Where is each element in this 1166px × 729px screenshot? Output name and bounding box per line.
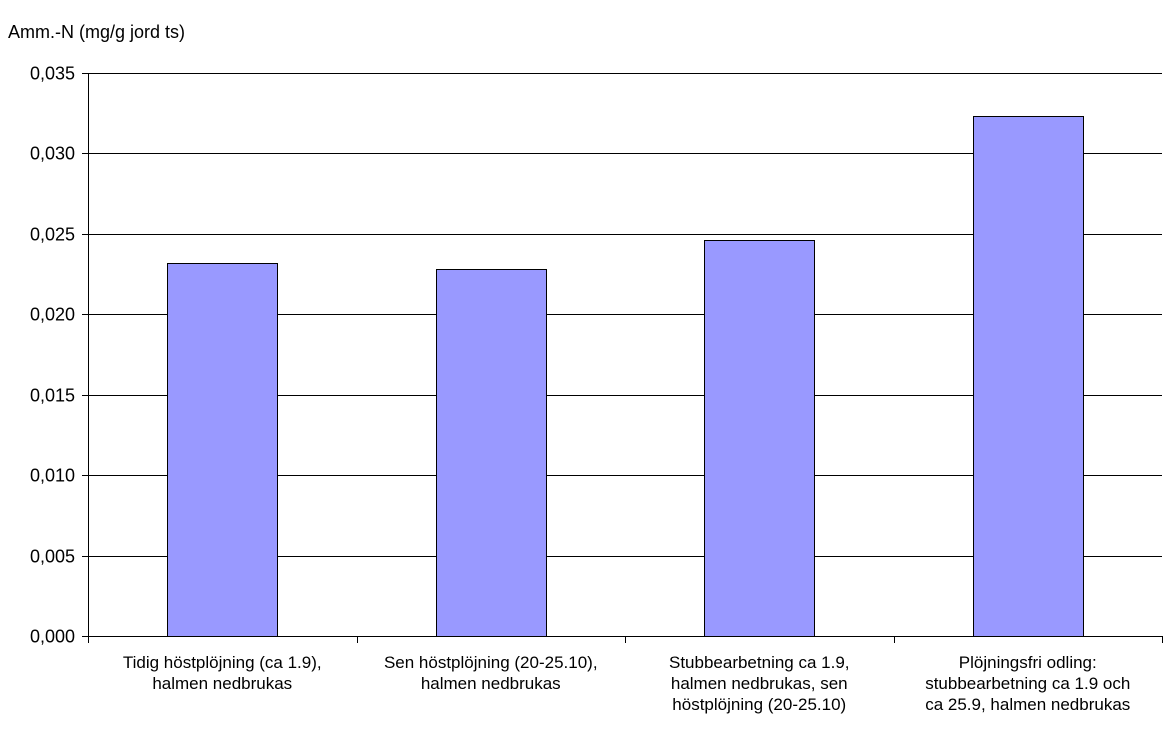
y-tick-label: 0,035	[30, 64, 75, 84]
bar	[973, 116, 1084, 637]
bar	[436, 269, 547, 637]
x-tick-label: Tidig höstplöjning (ca 1.9), halmen nedbr…	[123, 653, 322, 693]
y-tick-label: 0,015	[30, 386, 75, 406]
y-tick-label: 0,030	[30, 144, 75, 164]
x-tick-label-line: Stubbearbetning ca 1.9,	[669, 653, 850, 672]
y-axis-title: Amm.-N (mg/g jord ts)	[8, 22, 185, 42]
y-tick-label: 0,005	[30, 547, 75, 567]
y-tick-labels: 0,000 0,005 0,010 0,015 0,020 0,025 0,030 0,035	[30, 64, 75, 647]
axes	[82, 73, 1163, 643]
x-tick-labels: Tidig höstplöjning (ca 1.9), halmen nedbr…	[123, 653, 1130, 714]
x-tick-label-line: Plöjningsfri odling:	[959, 653, 1097, 672]
bar	[167, 263, 278, 637]
y-tick-label: 0,020	[30, 305, 75, 325]
x-tick-label: Sen höstplöjning (20-25.10), halmen nedbr…	[384, 653, 598, 693]
x-tick-label-line: halmen nedbrukas, sen	[671, 674, 848, 693]
x-tick-label-line: Sen höstplöjning (20-25.10),	[384, 653, 598, 672]
x-tick-label-line: höstplöjning (20-25.10)	[672, 695, 846, 714]
x-tick-label-line: halmen nedbrukas	[152, 674, 292, 693]
x-tick-label-line: ca 25.9, halmen nedbrukas	[925, 695, 1130, 714]
x-tick-label: Plöjningsfri odling: stubbearbetning ca 1…	[925, 653, 1130, 714]
y-tick-label: 0,010	[30, 466, 75, 486]
x-tick-label-line: Tidig höstplöjning (ca 1.9),	[123, 653, 322, 672]
x-tick-label: Stubbearbetning ca 1.9, halmen nedbrukas,…	[669, 653, 850, 714]
x-tick-label-line: stubbearbetning ca 1.9 och	[925, 674, 1130, 693]
x-tick-label-line: halmen nedbrukas	[421, 674, 561, 693]
y-tick-label: 0,000	[30, 627, 75, 647]
y-tick-label: 0,025	[30, 225, 75, 245]
bar	[704, 240, 815, 637]
bars	[167, 116, 1084, 637]
